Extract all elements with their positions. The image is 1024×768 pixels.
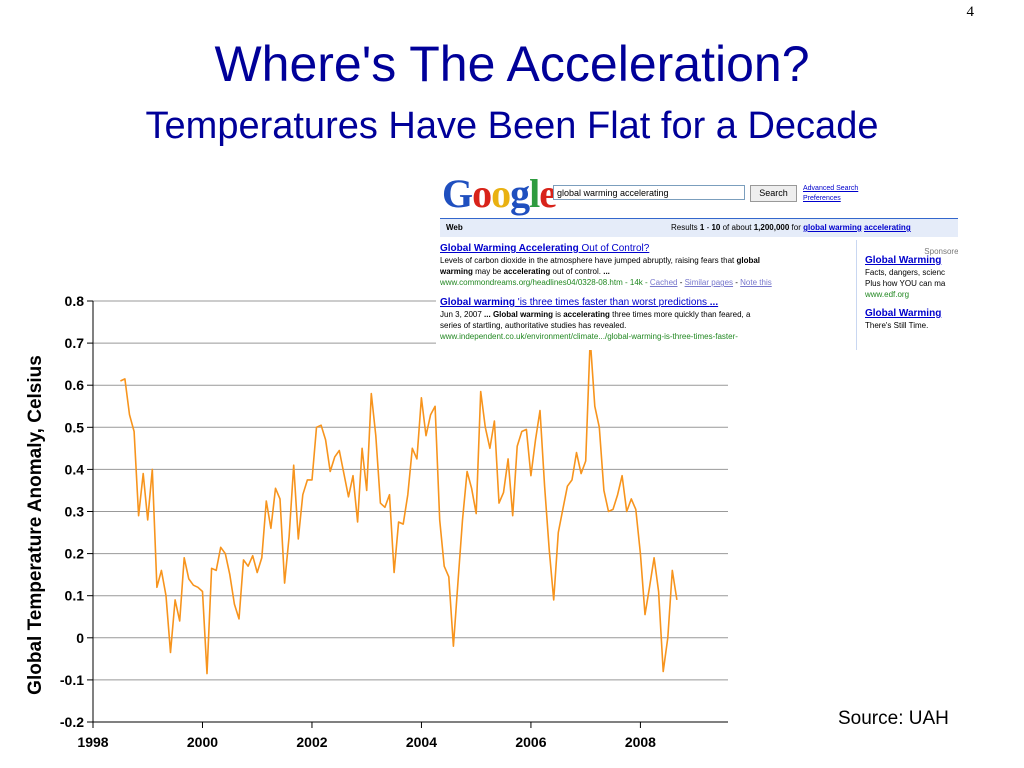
sponsored-links: Sponsored Global Warming Facts, dangers,… xyxy=(856,240,958,350)
google-results-bar: Web Results 1 - 10 of about 1,200,000 fo… xyxy=(440,218,958,237)
source-note: Source: UAH xyxy=(838,708,949,729)
y-tick-label: 0.5 xyxy=(65,419,85,435)
google-search-input[interactable]: global warming accelerating xyxy=(553,185,745,200)
google-logo: Google xyxy=(442,171,557,216)
y-tick-label: 0.6 xyxy=(65,377,85,393)
y-tick-label: 0 xyxy=(76,630,84,646)
y-tick-label: -0.1 xyxy=(60,672,84,688)
page-number: 4 xyxy=(966,4,975,20)
similar-pages-link[interactable]: Similar pages xyxy=(684,278,734,287)
x-tick-label: 2002 xyxy=(296,734,327,750)
grid-layer xyxy=(93,300,728,681)
ad-text: Plus how YOU can ma xyxy=(865,279,946,288)
sponsored-label: Sponsored xyxy=(924,247,958,256)
search-result: Global warming 'is three times faster th… xyxy=(440,296,840,342)
advanced-search-link[interactable]: Advanced Search xyxy=(803,185,859,192)
y-tick-label: 0.1 xyxy=(65,588,85,604)
y-tick-label: 0.4 xyxy=(65,461,85,477)
google-results-list: Global Warming Accelerating Out of Contr… xyxy=(440,242,840,350)
ad-title[interactable]: Global Warming xyxy=(865,308,942,319)
search-result-title[interactable]: Global warming 'is three times faster th… xyxy=(440,297,719,308)
temperature-series-line xyxy=(120,338,678,675)
x-tick-label: 2006 xyxy=(515,734,546,750)
ad-text: Facts, dangers, scienc xyxy=(865,268,946,277)
ad-title[interactable]: Global Warming xyxy=(865,255,942,266)
x-tick-label: 2008 xyxy=(625,734,656,750)
y-tick-label: 0.7 xyxy=(65,335,85,351)
y-tick-label: 0.3 xyxy=(65,504,85,520)
y-tick-label: 0.2 xyxy=(65,546,85,562)
search-result-snippet: Levels of carbon dioxide in the atmosphe… xyxy=(440,256,761,276)
search-result-snippet: Jun 3, 2007 ... Global warming is accele… xyxy=(440,310,751,330)
google-search-button[interactable]: Search xyxy=(750,185,797,202)
search-result-url: www.independent.co.uk/environment/climat… xyxy=(440,332,738,341)
preferences-link[interactable]: Preferences xyxy=(803,195,841,202)
line-layer xyxy=(120,338,678,675)
ad-url: www.edf.org xyxy=(865,290,910,299)
y-tick-label: 0.8 xyxy=(65,293,85,309)
search-result-url: www.commondreams.org/headlines04/0328-08… xyxy=(440,278,772,287)
web-tab[interactable]: Web xyxy=(446,223,463,232)
x-tick-label: 1998 xyxy=(77,734,108,750)
google-search-screenshot: Google global warming accelerating Searc… xyxy=(436,170,958,350)
x-tick-label: 2000 xyxy=(187,734,218,750)
note-this-link[interactable]: Note this xyxy=(740,278,772,287)
results-summary: Results 1 - 10 of about 1,200,000 for gl… xyxy=(671,223,911,232)
y-axis-label: Global Temperature Anomaly, Celsius xyxy=(25,355,46,695)
y-tick-label: -0.2 xyxy=(60,714,84,730)
cached-link[interactable]: Cached xyxy=(649,278,678,287)
axis-layer: -0.2 -0.1 0 0.1 0.2 0.3 0.4 0.5 0.6 0.7 0.8 1998 200… xyxy=(60,293,728,750)
ad-text: There's Still Time. xyxy=(865,321,929,330)
slide-subtitle: Temperatures Have Been Flat for a Decade xyxy=(145,105,879,147)
search-result: Global Warming Accelerating Out of Contr… xyxy=(440,242,840,288)
x-tick-label: 2004 xyxy=(406,734,437,750)
slide-title: Where's The Acceleration? xyxy=(214,36,810,92)
search-result-title[interactable]: Global Warming Accelerating Out of Contr… xyxy=(440,243,650,254)
google-advanced-links[interactable]: Advanced Search Preferences xyxy=(803,184,858,204)
